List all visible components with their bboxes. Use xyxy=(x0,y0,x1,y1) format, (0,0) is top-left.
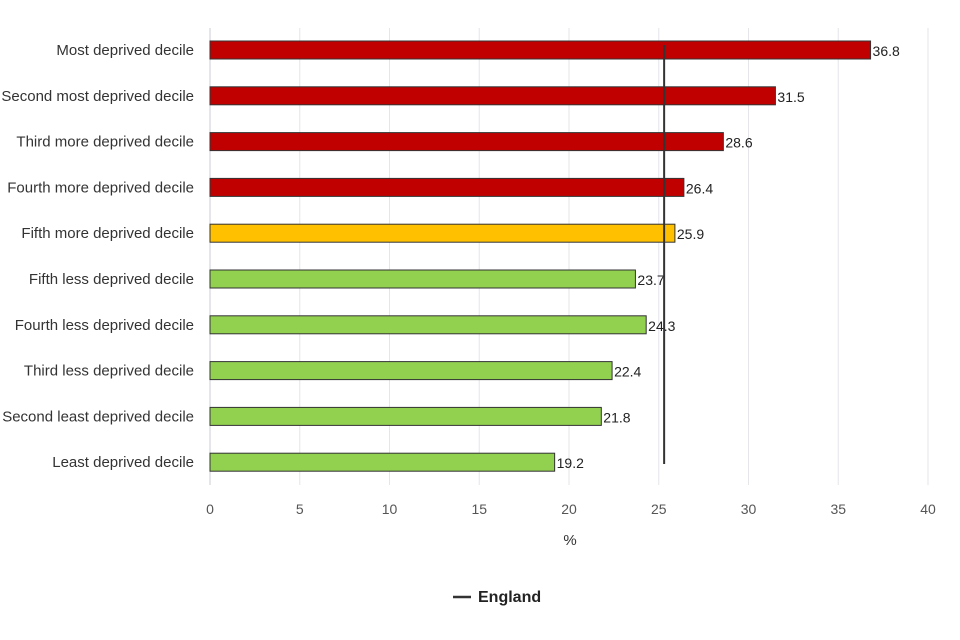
category-label: Fifth less deprived decile xyxy=(29,271,194,288)
x-tick-label: 20 xyxy=(561,501,577,517)
bar xyxy=(209,406,602,426)
data-label: 31.5 xyxy=(777,89,804,105)
category-label: Fourth less deprived decile xyxy=(15,317,194,334)
bar xyxy=(209,40,872,60)
x-tick-label: 10 xyxy=(382,501,398,517)
x-tick-label: 25 xyxy=(651,501,667,517)
bars xyxy=(209,40,872,472)
category-label: Fifth more deprived decile xyxy=(21,225,194,242)
data-label: 23.7 xyxy=(637,272,664,288)
data-label: 22.4 xyxy=(614,364,641,380)
category-label: Most deprived decile xyxy=(56,42,194,59)
data-label: 21.8 xyxy=(603,409,630,425)
x-tick-label: 30 xyxy=(741,501,757,517)
data-label: 26.4 xyxy=(686,180,713,196)
bar xyxy=(209,361,613,381)
category-label: Fourth more deprived decile xyxy=(7,179,194,196)
bar xyxy=(209,132,724,152)
category-label: Least deprived decile xyxy=(52,454,194,471)
legend-england-label: England xyxy=(478,589,541,606)
data-label: 36.8 xyxy=(873,43,900,59)
x-axis-ticks: 0 5 10 15 20 25 30 35 40 xyxy=(206,501,936,517)
data-label: 28.6 xyxy=(725,135,752,151)
bar xyxy=(209,86,776,106)
data-label: 24.3 xyxy=(648,318,675,334)
category-labels: Most deprived decile Second most deprived… xyxy=(1,42,194,471)
data-label: 19.2 xyxy=(557,455,584,471)
x-tick-label: 5 xyxy=(296,501,304,517)
category-label: Third more deprived decile xyxy=(16,134,194,151)
bar xyxy=(209,452,556,472)
category-label: Second least deprived decile xyxy=(2,408,194,425)
x-tick-label: 15 xyxy=(471,501,487,517)
category-label: Second most deprived decile xyxy=(1,88,194,105)
legend: England xyxy=(453,589,541,606)
x-axis-title: % xyxy=(563,532,576,549)
category-label: Third less deprived decile xyxy=(24,363,194,380)
bar xyxy=(209,177,685,197)
bar xyxy=(209,269,636,289)
x-tick-label: 40 xyxy=(920,501,936,517)
x-tick-label: 0 xyxy=(206,501,214,517)
x-tick-label: 35 xyxy=(830,501,846,517)
bar xyxy=(209,223,676,243)
value-labels: 36.8 31.5 28.6 26.4 25.9 23.7 24.3 22.4 21.8 19.2 xyxy=(557,43,900,471)
bar xyxy=(209,315,647,335)
data-label: 25.9 xyxy=(677,226,704,242)
